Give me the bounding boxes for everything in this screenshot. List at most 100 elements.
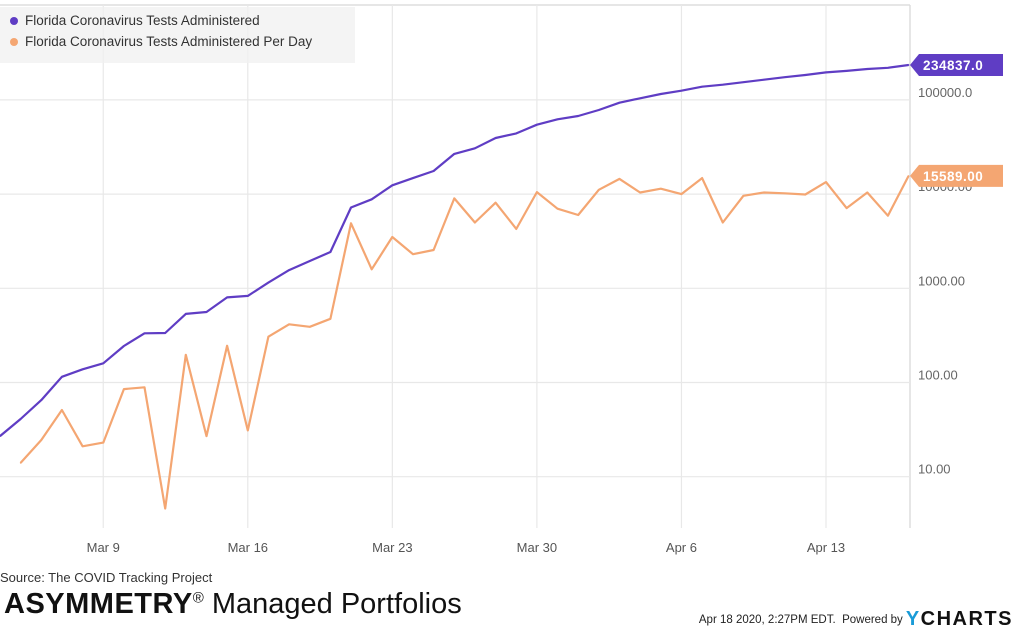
- x-tick-label: Mar 9: [87, 540, 120, 555]
- legend-item-tests-per-day[interactable]: Florida Coronavirus Tests Administered P…: [10, 34, 312, 49]
- brand-logo: ASYMMETRY® Managed Portfolios: [4, 588, 462, 621]
- data-point: [123, 388, 125, 390]
- brand-rest: Managed Portfolios: [203, 588, 462, 620]
- data-point: [577, 214, 579, 216]
- series-lines: [0, 63, 910, 510]
- data-point: [763, 191, 765, 194]
- y-tick-label: 10.00: [918, 462, 951, 477]
- data-point: [577, 115, 579, 117]
- x-tick-label: Apr 6: [666, 540, 697, 555]
- data-point: [226, 296, 228, 299]
- data-point: [825, 181, 827, 183]
- data-point: [185, 353, 187, 356]
- data-point: [556, 118, 559, 121]
- data-point: [412, 177, 414, 179]
- series-line-0: [0, 63, 909, 437]
- gridlines: [0, 4, 911, 528]
- data-point: [783, 76, 786, 79]
- data-point: [226, 345, 228, 347]
- data-point: [19, 462, 22, 464]
- data-point: [143, 332, 146, 335]
- ycharts-logo[interactable]: YCHARTS: [906, 608, 1013, 631]
- data-point: [205, 311, 208, 313]
- data-point: [143, 386, 146, 389]
- data-point: [185, 313, 187, 315]
- ycharts-text: CHARTS: [920, 608, 1013, 630]
- data-point: [887, 214, 889, 217]
- x-tick-label: Mar 23: [372, 540, 412, 555]
- data-point: [680, 89, 683, 92]
- data-point: [639, 191, 641, 194]
- timestamp: Apr 18 2020, 2:27PM EDT.: [698, 613, 836, 626]
- data-point: [887, 67, 889, 69]
- data-point: [205, 435, 208, 437]
- data-point: [721, 83, 724, 86]
- data-point: [370, 198, 373, 201]
- data-point: [288, 323, 290, 326]
- data-point: [247, 429, 249, 432]
- data-point: [102, 362, 105, 365]
- legend-label: Florida Coronavirus Tests Administered P…: [25, 34, 313, 49]
- data-point: [81, 445, 84, 448]
- data-point: [701, 85, 703, 88]
- data-point: [907, 64, 910, 66]
- data-point: [804, 193, 807, 196]
- data-point: [494, 137, 497, 139]
- data-point: [598, 109, 600, 111]
- data-point: [536, 191, 538, 193]
- data-point: [432, 249, 435, 251]
- brand-bold: ASYMMETRY: [4, 588, 193, 620]
- endpoint-tag-0: [910, 53, 1003, 76]
- data-point: [825, 71, 827, 74]
- data-point: [907, 175, 910, 177]
- data-point: [866, 68, 869, 70]
- data-point: [391, 236, 394, 238]
- data-point: [0, 435, 1, 437]
- legend-dot-icon: [10, 16, 18, 25]
- data-point: [432, 170, 435, 172]
- data-point: [742, 194, 745, 197]
- y-tick-label: 100000.0: [918, 85, 972, 100]
- endpoint-label: 15589.00: [923, 169, 983, 184]
- data-point: [308, 326, 311, 328]
- legend-label: Florida Coronavirus Tests Administered: [25, 13, 260, 28]
- data-point: [804, 74, 807, 76]
- data-point: [742, 81, 745, 84]
- footer-meta: Apr 18 2020, 2:27PM EDT. Powered by YCHA…: [699, 608, 1013, 631]
- data-point: [412, 253, 414, 256]
- data-point: [680, 193, 683, 195]
- data-point: [494, 201, 497, 204]
- data-point: [453, 197, 456, 200]
- data-point: [536, 123, 538, 126]
- data-point: [308, 260, 311, 262]
- ycharts-y: Y: [905, 608, 921, 630]
- data-point: [598, 189, 600, 191]
- data-point: [288, 269, 290, 271]
- data-point: [370, 268, 373, 271]
- series-line-1: [19, 175, 910, 510]
- data-point: [639, 97, 641, 100]
- data-point: [721, 221, 724, 224]
- data-point: [350, 222, 352, 225]
- data-point: [515, 132, 518, 135]
- data-point: [40, 399, 43, 401]
- endpoint-tags: 234837.0 15589.00: [910, 53, 1003, 187]
- legend-item-tests[interactable]: Florida Coronavirus Tests Administered: [10, 13, 260, 28]
- x-tick-label: Mar 30: [517, 540, 557, 555]
- data-point: [474, 147, 476, 150]
- data-point: [40, 439, 43, 441]
- legend-dot-icon: [10, 37, 18, 46]
- data-point: [329, 317, 332, 320]
- registered-mark: ®: [192, 589, 204, 607]
- y-tick-label: 100.00: [918, 368, 958, 383]
- data-point: [267, 281, 270, 284]
- data-point: [61, 375, 63, 378]
- x-tick-label: Apr 13: [807, 540, 845, 555]
- data-point: [164, 507, 166, 510]
- data-point: [618, 101, 621, 104]
- legend: Florida Coronavirus Tests Administered F…: [0, 7, 355, 63]
- data-point: [556, 207, 559, 210]
- data-point: [123, 345, 125, 347]
